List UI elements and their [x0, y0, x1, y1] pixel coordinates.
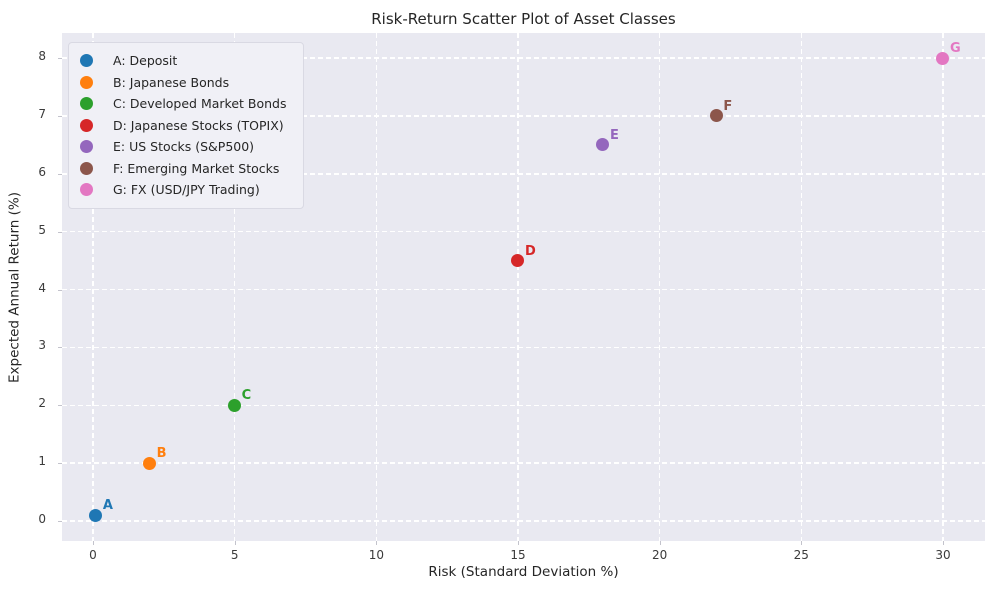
legend-item-A: A: Deposit	[80, 50, 287, 72]
legend-marker-icon	[80, 75, 93, 89]
y-tick-mark	[58, 231, 62, 233]
y-tick-label: 3	[38, 338, 46, 353]
chart-title: Risk-Return Scatter Plot of Asset Classe…	[371, 10, 676, 28]
y-tick-mark	[58, 289, 62, 291]
y-gridline	[62, 346, 985, 349]
y-gridline	[62, 288, 985, 291]
x-tick-label: 30	[935, 548, 951, 562]
legend-item-label: E: US Stocks (S&P500)	[113, 139, 255, 155]
legend-item-label: C: Developed Market Bonds	[113, 96, 287, 112]
x-tick-mark	[93, 541, 94, 545]
data-point-label-D: D	[524, 243, 536, 259]
x-gridline	[800, 33, 803, 541]
legend-marker-icon	[80, 183, 93, 197]
x-tick-mark	[376, 541, 378, 545]
y-tick-mark	[58, 347, 62, 349]
y-tick-label: 4	[38, 280, 46, 295]
legend-item-B: B: Japanese Bonds	[80, 72, 287, 94]
x-tick-label: 0	[89, 548, 97, 562]
y-gridline	[62, 462, 985, 464]
legend-marker-icon	[80, 161, 93, 175]
x-tick-label: 10	[368, 548, 384, 562]
legend-item-E: E: US Stocks (S&P500)	[80, 136, 287, 158]
data-point-A	[89, 508, 103, 522]
y-tick-mark	[58, 173, 62, 175]
legend-item-label: G: FX (USD/JPY Trading)	[113, 182, 260, 198]
legend-item-G: G: FX (USD/JPY Trading)	[80, 179, 287, 201]
y-tick-label: 8	[38, 49, 46, 63]
y-gridline	[62, 57, 985, 59]
legend-item-label: B: Japanese Bonds	[113, 74, 230, 90]
data-point-label-C: C	[241, 388, 252, 404]
y-gridline	[62, 404, 985, 406]
x-gridline	[92, 33, 94, 541]
x-tick-mark	[517, 541, 519, 545]
x-tick-label: 25	[793, 548, 809, 562]
data-point-C	[228, 398, 242, 412]
data-point-F	[709, 109, 723, 123]
y-tick-mark	[58, 405, 62, 407]
x-tick-mark	[942, 541, 944, 545]
data-point-label-B: B	[156, 446, 167, 462]
y-gridline	[62, 115, 985, 117]
data-point-label-A: A	[102, 498, 113, 514]
y-tick-mark	[58, 463, 62, 465]
x-gridline	[375, 33, 378, 541]
x-tick-label: 20	[652, 548, 668, 562]
y-tick-label: 1	[38, 454, 46, 469]
x-tick-mark	[234, 541, 236, 545]
legend-marker-icon	[80, 140, 93, 154]
legend-item-label: F: Emerging Market Stocks	[113, 160, 280, 176]
legend-item-D: D: Japanese Stocks (TOPIX)	[80, 115, 287, 137]
legend-marker-icon	[80, 118, 93, 132]
y-tick-label: 6	[38, 164, 46, 179]
legend-item-label: D: Japanese Stocks (TOPIX)	[113, 117, 284, 133]
legend: A: Deposit B: Japanese Bonds C: Developed …	[68, 42, 304, 209]
data-point-label-G: G	[949, 41, 961, 56]
x-gridline	[658, 33, 661, 541]
legend-item-C: C: Developed Market Bonds	[80, 93, 287, 115]
y-tick-mark	[58, 115, 62, 117]
x-tick-mark	[801, 541, 803, 545]
data-point-label-E: E	[609, 127, 619, 143]
y-gridline	[62, 520, 985, 522]
legend-marker-icon	[80, 97, 93, 111]
data-point-B	[143, 456, 157, 470]
x-tick-mark	[659, 541, 661, 545]
x-gridline	[233, 33, 236, 541]
x-tick-label: 15	[510, 548, 526, 562]
y-gridline	[62, 230, 985, 233]
y-gridline	[62, 173, 985, 175]
legend-item-label: A: Deposit	[113, 53, 178, 69]
y-tick-label: 0	[38, 512, 46, 526]
legend-item-F: F: Emerging Market Stocks	[80, 158, 287, 180]
data-point-D	[511, 254, 525, 268]
y-tick-mark	[58, 58, 62, 59]
x-tick-label: 5	[230, 548, 239, 562]
data-point-E	[596, 138, 610, 152]
x-gridline	[942, 33, 944, 541]
x-gridline	[517, 33, 519, 541]
legend-marker-icon	[80, 54, 93, 68]
data-point-G	[936, 51, 950, 65]
y-tick-label: 5	[38, 222, 46, 237]
y-tick-label: 2	[38, 396, 46, 411]
data-point-label-F: F	[723, 98, 733, 114]
y-tick-mark	[58, 521, 62, 522]
x-axis-label: Risk (Standard Deviation %)	[428, 564, 619, 580]
y-tick-label: 7	[38, 106, 46, 121]
plot-area: A: Deposit B: Japanese Bonds C: Developed …	[62, 33, 985, 541]
